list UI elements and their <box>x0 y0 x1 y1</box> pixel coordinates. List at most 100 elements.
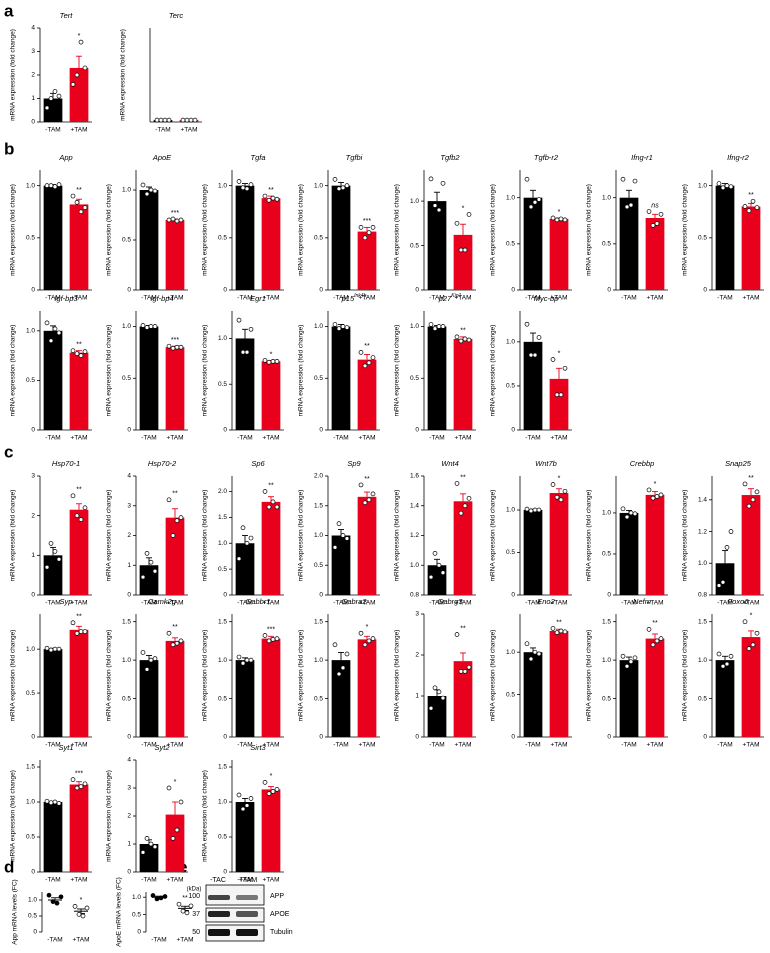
chart-title: Tgfa <box>250 153 265 162</box>
chart-title: Gabra2 <box>341 597 367 606</box>
y-tick-label: 0 <box>33 929 37 936</box>
chart-title: Sirt3 <box>250 743 266 752</box>
data-point <box>632 655 638 661</box>
data-point <box>174 827 180 833</box>
data-point <box>150 893 156 898</box>
data-point <box>728 184 734 190</box>
bar <box>165 347 185 430</box>
data-point <box>462 503 468 509</box>
bar <box>523 341 543 430</box>
chart-title: Tgfb-r2 <box>534 153 559 162</box>
data-point <box>550 357 556 362</box>
data-point <box>724 183 730 189</box>
title-text: Camk2g <box>148 597 177 606</box>
x-tick-label: +TAM <box>646 295 663 302</box>
chart-title: Eno2 <box>537 597 555 606</box>
bar <box>357 231 377 290</box>
y-tick-label: 0 <box>127 869 131 876</box>
y-axis-label: mRNA expression (fold change) <box>106 184 113 276</box>
y-tick-label: 1.0 <box>314 532 323 539</box>
x-tick-label: -TAM <box>151 937 166 944</box>
data-point <box>74 72 80 78</box>
data-point <box>70 777 76 782</box>
y-axis-label: mRNA expression (fold change) <box>10 29 17 121</box>
y-tick-label: 0 <box>127 592 131 599</box>
data-point <box>152 324 158 329</box>
y-axis-label: mRNA expression (fold change) <box>298 490 305 582</box>
data-point <box>654 494 660 499</box>
bar <box>619 197 639 290</box>
title-text: Wnt7b <box>535 459 557 468</box>
y-tick-label: 0.5 <box>410 242 419 249</box>
y-tick-label: 3 <box>31 48 35 55</box>
y-axis-label: mRNA expression (fold change) <box>10 770 17 862</box>
y-axis-label: mRNA expression (fold change) <box>682 490 689 582</box>
x-tick-label: +TAM <box>454 295 471 302</box>
chart-title: Ifng-r2 <box>727 153 750 162</box>
y-tick-label: 0.5 <box>314 235 323 242</box>
title-text: Gabrg3 <box>437 597 463 606</box>
data-point <box>750 198 756 204</box>
band <box>208 895 230 900</box>
y-tick-label: 1.0 <box>26 182 35 189</box>
y-tick-label: 1 <box>31 552 35 559</box>
x-tick-label: -TAM <box>237 742 252 749</box>
data-point <box>524 506 530 512</box>
data-point <box>148 324 154 329</box>
y-tick-label: 0.5 <box>26 235 35 242</box>
y-tick-label: 0.5 <box>132 911 141 918</box>
data-point <box>344 536 350 541</box>
title-text: Tgfb-r2 <box>534 153 559 162</box>
significance: ** <box>364 343 370 350</box>
band-label: APP <box>270 893 284 900</box>
y-axis-label: mRNA expression (fold change) <box>106 770 113 862</box>
data-point <box>562 217 568 223</box>
data-point <box>170 345 176 351</box>
data-point <box>56 556 62 562</box>
data-point <box>162 894 168 899</box>
data-point <box>148 187 154 193</box>
y-tick-label: 0.5 <box>218 381 227 388</box>
x-tick-label: +TAM <box>70 742 87 749</box>
data-point <box>428 705 434 711</box>
data-point <box>158 895 164 901</box>
y-tick-label: 0.5 <box>26 834 35 841</box>
chart-title: Tgfbi <box>346 153 363 162</box>
x-tick-label: -TAM <box>525 600 540 607</box>
x-tick-label: -TAM <box>621 742 636 749</box>
data-point <box>650 495 656 501</box>
y-axis-label: App mRNA levels (FC) <box>12 879 19 944</box>
bar <box>549 378 569 430</box>
x-tick-label: +TAM <box>646 600 663 607</box>
data-point <box>48 338 54 344</box>
x-tick-label: +TAM <box>176 937 193 944</box>
title-text: Tgfb2 <box>440 153 460 162</box>
bar <box>427 696 447 737</box>
band <box>236 911 258 917</box>
data-point <box>428 176 434 182</box>
chart-title: Igf-bp3 <box>54 294 78 303</box>
x-tick-label: -TAM <box>429 435 444 442</box>
y-tick-label: 1.0 <box>28 897 37 904</box>
panel-label: b <box>4 139 14 158</box>
title-text: ApoE <box>152 153 172 162</box>
data-point <box>340 185 346 191</box>
band-label: Tubulin <box>270 929 293 936</box>
data-point <box>528 352 534 358</box>
significance: * <box>78 33 81 40</box>
data-point <box>720 663 726 669</box>
bar <box>235 338 255 430</box>
significance: ** <box>76 614 82 621</box>
data-point <box>248 326 254 332</box>
x-tick-label: +TAM <box>454 600 471 607</box>
bar <box>741 206 761 290</box>
y-tick-label: 0.5 <box>506 691 515 698</box>
y-axis-label: mRNA expression (fold change) <box>394 325 401 417</box>
data-point <box>44 105 50 111</box>
data-point <box>144 836 150 841</box>
data-point <box>554 630 560 636</box>
chart-title: Crebbp <box>630 459 655 468</box>
bar <box>645 218 665 290</box>
data-point <box>192 117 198 123</box>
data-point <box>458 510 464 516</box>
